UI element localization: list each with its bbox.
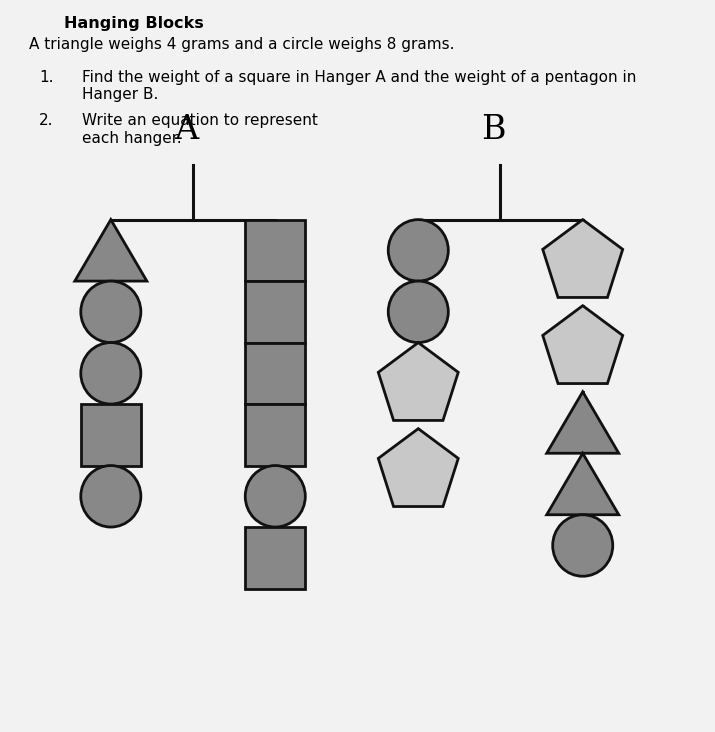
Text: A: A <box>174 114 198 146</box>
FancyBboxPatch shape <box>81 404 141 466</box>
Polygon shape <box>378 429 458 507</box>
FancyBboxPatch shape <box>245 527 305 589</box>
Circle shape <box>388 281 448 343</box>
Circle shape <box>81 343 141 404</box>
Polygon shape <box>547 392 618 453</box>
Circle shape <box>388 220 448 281</box>
FancyBboxPatch shape <box>245 281 305 343</box>
Circle shape <box>553 515 613 576</box>
Polygon shape <box>378 343 458 420</box>
Circle shape <box>81 281 141 343</box>
Polygon shape <box>543 220 623 297</box>
Polygon shape <box>543 306 623 384</box>
Circle shape <box>245 466 305 527</box>
Text: Write an equation to represent
each hanger.: Write an equation to represent each hang… <box>82 113 318 146</box>
Circle shape <box>81 466 141 527</box>
Text: 2.: 2. <box>39 113 54 128</box>
Text: Find the weight of a square in Hanger A and the weight of a pentagon in
Hanger B: Find the weight of a square in Hanger A … <box>82 70 636 102</box>
FancyBboxPatch shape <box>245 343 305 404</box>
Text: Hanging Blocks: Hanging Blocks <box>64 16 204 31</box>
Text: A triangle weighs 4 grams and a circle weighs 8 grams.: A triangle weighs 4 grams and a circle w… <box>29 37 454 51</box>
FancyBboxPatch shape <box>245 404 305 466</box>
Text: B: B <box>481 114 506 146</box>
FancyBboxPatch shape <box>245 220 305 281</box>
Text: 1.: 1. <box>39 70 54 84</box>
Polygon shape <box>75 220 147 281</box>
Polygon shape <box>547 453 618 515</box>
